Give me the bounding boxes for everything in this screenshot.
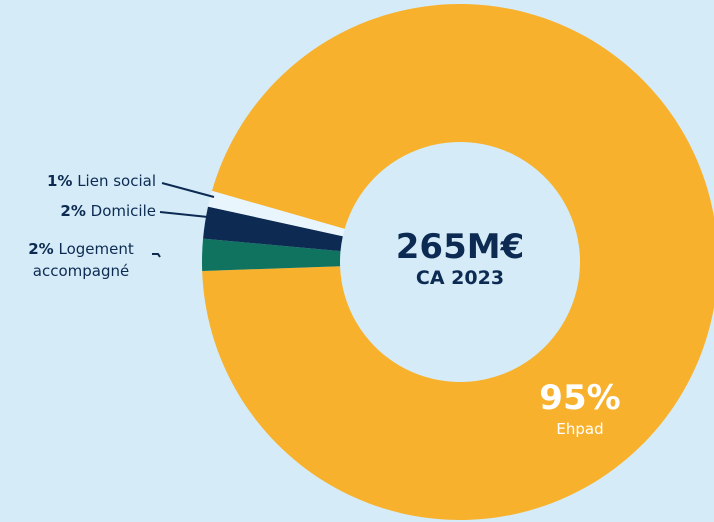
donut-slice [201, 238, 341, 272]
slice-label: 95% Ehpad [520, 378, 640, 440]
leader-line [152, 253, 161, 258]
category-label: Logement accompagné [32, 240, 134, 280]
category-label: Ehpad [556, 420, 604, 438]
donut-slice [208, 190, 345, 237]
center-label: 265M€ [395, 227, 525, 267]
leader-line [159, 211, 209, 218]
slice-label: 2% Domicile [60, 200, 156, 222]
category-label: Domicile [90, 202, 156, 220]
value-label: 2% [60, 202, 86, 220]
slice-label: 2% Logement accompagné [6, 238, 156, 282]
center-text: 265M€ CA 2023 [340, 228, 580, 290]
leader-line [161, 182, 215, 198]
slice-label: 1% Lien social [47, 170, 156, 192]
center-sublabel: CA 2023 [415, 267, 505, 289]
category-label: Lien social [77, 172, 156, 190]
donut-slice [202, 4, 714, 520]
donut-slice [203, 206, 343, 252]
value-label: 2% [28, 240, 54, 258]
value-label: 1% [46, 172, 73, 190]
value-label: 95% [539, 378, 621, 418]
